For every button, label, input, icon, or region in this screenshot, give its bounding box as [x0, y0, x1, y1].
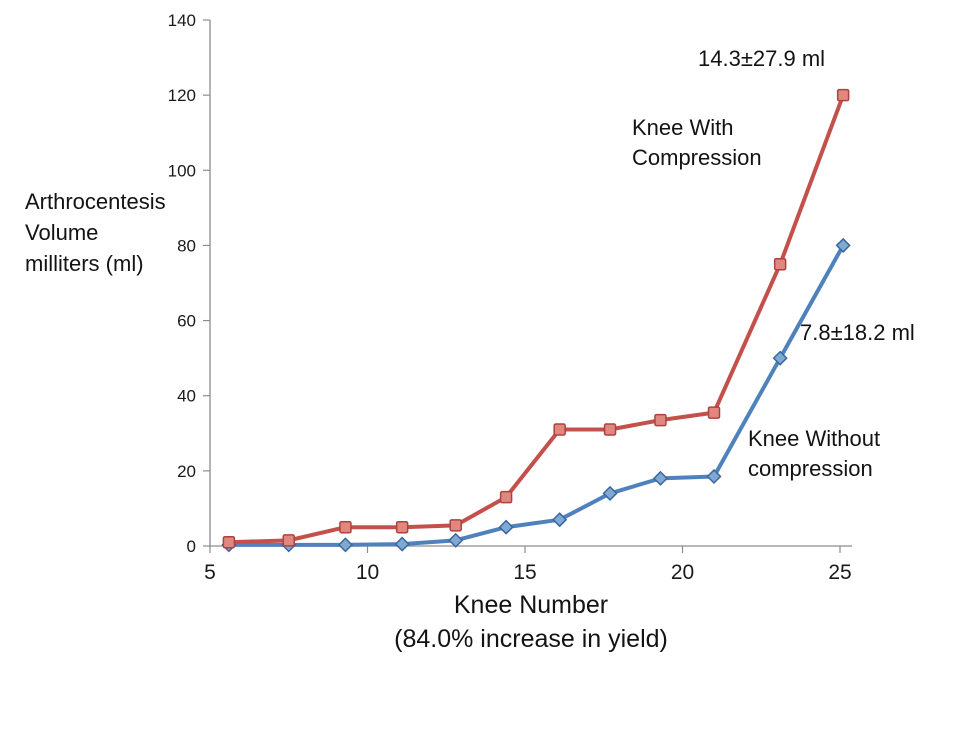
without-compression-line — [226, 243, 846, 547]
with-compression-marker — [836, 88, 850, 102]
y-axis-title-line3: milliters (ml) — [25, 251, 144, 276]
x-axis-title: Knee Number — [453, 591, 609, 619]
with-compression-line — [226, 93, 846, 545]
with-compression-marker — [773, 257, 787, 271]
with-compression-marker — [449, 519, 462, 532]
with-compression-marker — [395, 520, 409, 534]
y-tick-label: 80 — [177, 236, 196, 255]
without-compression-marker — [835, 237, 851, 253]
with-compression-marker — [222, 535, 236, 549]
y-tick-label: 100 — [168, 161, 196, 180]
without-compression-marker — [448, 532, 464, 548]
with-compression-marker — [339, 520, 352, 534]
y-tick-label: 0 — [187, 537, 196, 556]
x-axis-title-block: Knee Number (84.0% increase in yield) — [210, 588, 852, 656]
with-compression-marker — [603, 423, 617, 436]
x-tick-label: 15 — [513, 561, 536, 584]
without-compression-marker — [652, 470, 669, 486]
without-compression-marker — [337, 537, 354, 553]
with-compression-marker — [499, 490, 513, 504]
with-compression-marker — [654, 413, 667, 427]
x-tick-label: 10 — [356, 561, 379, 584]
y-axis-title-line2: Volume — [25, 220, 99, 245]
without-compression-marker — [772, 350, 788, 366]
y-axis-title: Arthrocentesis Volume milliters (ml) — [25, 186, 166, 279]
annotation-without-compression-label-line1: Knee Without — [748, 426, 881, 451]
y-tick-label: 20 — [177, 462, 196, 481]
x-tick-label: 5 — [204, 561, 216, 584]
annotation-with-compression-label-line1: Knee With — [632, 115, 734, 140]
annotation-with-compression-stat: 14.3±27.9 ml — [698, 46, 826, 71]
y-tick-label: 120 — [168, 86, 196, 105]
with-compression-marker — [707, 406, 721, 419]
without-compression-marker — [498, 519, 514, 535]
without-compression-marker — [706, 468, 722, 485]
without-compression-marker — [552, 512, 568, 528]
annotation-with-compression-label-line2: Compression — [632, 145, 762, 170]
y-tick-label: 140 — [168, 11, 196, 30]
y-axis-title-line1: Arthrocentesis — [25, 189, 166, 214]
x-tick-label: 20 — [671, 561, 694, 584]
annotation-without-compression-label-line2: compression — [748, 456, 873, 481]
y-tick-label: 40 — [177, 387, 196, 406]
annotation-without-compression-stat: 7.8±18.2 ml — [800, 320, 915, 345]
x-axis-subtitle: (84.0% increase in yield) — [394, 625, 668, 653]
annotation-without-compression-label: Knee Without compression — [748, 424, 880, 484]
without-compression-marker — [602, 485, 618, 501]
x-tick-label: 25 — [828, 561, 851, 584]
y-tick-label: 60 — [177, 312, 196, 331]
with-compression-marker — [282, 534, 295, 547]
annotation-with-compression-label: Knee With Compression — [632, 113, 762, 173]
without-compression-marker — [394, 536, 410, 552]
with-compression-marker — [553, 423, 566, 436]
